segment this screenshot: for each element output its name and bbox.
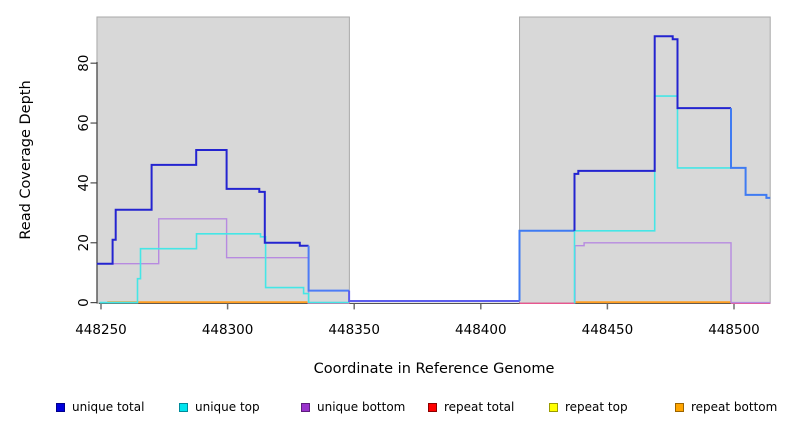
legend-swatch-unique-top	[179, 402, 188, 412]
legend-item-unique-total: unique total	[56, 399, 144, 415]
legend-item-repeat-bottom: repeat bottom	[675, 399, 777, 415]
legend-label: unique top	[195, 400, 260, 414]
legend-swatch-repeat-total	[428, 402, 437, 412]
legend-label: unique total	[72, 400, 145, 414]
region-right-contig	[519, 16, 771, 304]
x-tick-label: 448450	[582, 322, 634, 338]
legend-item-repeat-top: repeat top	[549, 399, 628, 415]
legend-label: repeat total	[444, 400, 515, 414]
series-unique-total	[518, 229, 575, 301]
series-unique-total	[573, 35, 731, 231]
series-unique-total	[96, 149, 309, 265]
chart-legend: unique total unique top unique bottom re…	[0, 399, 792, 419]
x-tick-label: 448400	[455, 322, 507, 338]
y-tick-label: 0	[76, 298, 92, 307]
region-left-contig	[96, 16, 350, 304]
series-unique-total	[307, 245, 350, 292]
legend-label: repeat bottom	[691, 400, 778, 414]
legend-item-repeat-total: repeat total	[428, 399, 514, 415]
legend-item-unique-top: unique top	[179, 399, 260, 415]
legend-item-unique-bottom: unique bottom	[301, 399, 405, 415]
x-tick-label: 448350	[328, 322, 380, 338]
x-axis-title: Coordinate in Reference Genome	[314, 361, 555, 377]
y-axis-title: Read Coverage Depth	[18, 80, 34, 239]
y-tick-label: 80	[76, 55, 92, 72]
x-tick-label: 448300	[202, 322, 254, 338]
legend-swatch-unique-bottom	[301, 402, 310, 412]
legend-swatch-repeat-bottom	[675, 402, 684, 412]
y-tick-label: 40	[76, 174, 92, 191]
x-tick-label: 448500	[708, 322, 760, 338]
series-unique-top	[99, 233, 350, 304]
legend-swatch-unique-total	[56, 402, 65, 412]
legend-swatch-repeat-top	[549, 402, 558, 412]
y-tick-label: 60	[76, 114, 92, 131]
y-tick-label: 20	[76, 234, 92, 251]
legend-label: repeat top	[565, 400, 628, 414]
x-tick-label: 448250	[75, 322, 127, 338]
series-unique-total	[730, 108, 771, 199]
legend-label: unique bottom	[317, 400, 406, 414]
series-unique-total	[348, 290, 520, 302]
